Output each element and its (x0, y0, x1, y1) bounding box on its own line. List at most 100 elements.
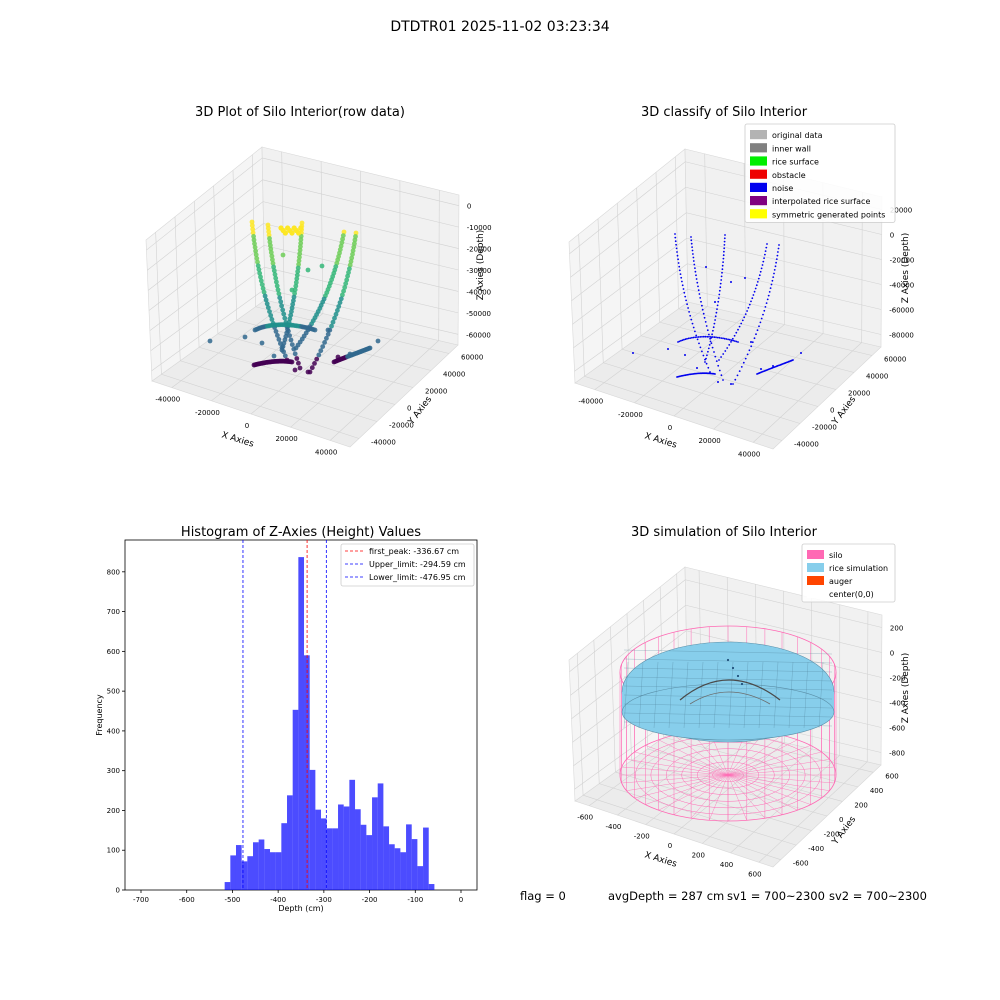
data-point (742, 361, 745, 364)
data-point (305, 369, 311, 375)
data-point (353, 230, 359, 236)
data-point (312, 361, 317, 366)
gridline (603, 362, 801, 424)
histogram-bar (372, 797, 378, 890)
legend-label: first_peak: -336.67 cm (369, 547, 459, 556)
legend-label: Upper_limit: -294.59 cm (369, 560, 466, 569)
gridline (263, 245, 459, 292)
data-point (713, 322, 716, 325)
data-point (705, 357, 707, 360)
data-point (707, 350, 709, 353)
data-point (678, 265, 681, 268)
data-point (316, 352, 322, 358)
data-point (717, 381, 719, 383)
data-point (298, 244, 303, 250)
silo-floor-spoke (727, 739, 798, 776)
histogram-bar (241, 861, 248, 890)
gridline (151, 288, 265, 372)
x-tick-label: 200 (692, 851, 705, 859)
gridline (171, 304, 285, 388)
data-point (253, 248, 258, 254)
gridline (704, 153, 708, 307)
data-point (632, 352, 634, 354)
histogram-bar (406, 824, 412, 891)
data-point (689, 314, 692, 317)
x-tick-label: -20000 (195, 409, 220, 417)
simulation-plot-title: 3D simulation of Silo Interior (631, 525, 818, 540)
data-point (692, 253, 694, 255)
gridline (678, 308, 873, 356)
classify-3d-plot: 3D classify of Silo Interior -40000 -2000… (568, 105, 914, 458)
data-point (694, 267, 696, 269)
data-point (329, 323, 334, 329)
data-point (722, 254, 725, 257)
data-point (735, 331, 738, 334)
data-point (271, 353, 277, 359)
simulation-plot-tick-labels: -600-400-2000200400600-600-400-200020040… (577, 625, 905, 879)
data-point (711, 346, 714, 349)
gridline (687, 288, 882, 335)
data-point (268, 243, 273, 248)
silo-floor-spoke (626, 774, 729, 791)
data-point (335, 354, 341, 360)
y-tick-label: 400 (870, 787, 883, 795)
gridline (263, 201, 459, 249)
histogram-reference-lines (242, 540, 327, 890)
histogram-bar (383, 826, 390, 890)
data-point (265, 305, 271, 310)
data-point (337, 300, 343, 305)
data-point (675, 243, 677, 246)
data-point (715, 336, 717, 339)
data-point (694, 336, 697, 339)
data-point (714, 373, 716, 375)
data-point (800, 352, 802, 354)
histogram-bar (338, 804, 344, 890)
histogram-bar (298, 557, 305, 890)
z-tick-label: -20000 (467, 246, 492, 254)
surface-mesh-line (713, 661, 719, 729)
data-point (746, 353, 749, 356)
gridline (574, 289, 688, 372)
data-point (719, 282, 722, 285)
data-point (695, 278, 698, 280)
z-tick-label: -60000 (889, 307, 914, 315)
data-point (342, 285, 348, 290)
legend-swatch (750, 169, 767, 179)
figure-suptitle: DTDTR01 2025-11-02 03:23:34 (390, 19, 609, 35)
surface-mesh-line (623, 649, 833, 655)
data-point (715, 360, 718, 362)
data-point (702, 312, 705, 315)
data-point (298, 237, 304, 243)
x-tick-label: -100 (407, 896, 423, 904)
data-point (253, 252, 259, 258)
data-point (680, 276, 683, 279)
histogram-bar (423, 827, 429, 890)
silo-floor-spoke (690, 774, 729, 819)
x-tick-label: -300 (316, 896, 332, 904)
gridline (866, 611, 869, 762)
data-point (775, 258, 778, 260)
classify-plot-zlabel: Z Axies (Depth) (901, 233, 911, 304)
histogram-bar (366, 835, 373, 890)
data-point (726, 347, 729, 349)
gridline (262, 179, 459, 228)
data-point (751, 341, 754, 344)
data-point (767, 294, 770, 297)
data-point (750, 345, 753, 348)
silo-floor-spoke (727, 751, 822, 776)
data-point (322, 340, 327, 345)
data-point (708, 335, 710, 338)
y-tick-label: 0 (830, 407, 834, 415)
legend-label: silo (829, 551, 843, 560)
y-tick-label: -20000 (389, 422, 414, 430)
histogram-bar (321, 818, 327, 890)
footer-flag: flag = 0 (520, 889, 566, 903)
legend-label: noise (772, 184, 793, 193)
y-tick-label: 200 (107, 807, 120, 815)
histogram-ylabel: Frequency (95, 694, 104, 736)
data-point (298, 225, 304, 231)
y-tick-label: 20000 (848, 390, 870, 398)
footer-sv1: sv1 = 700~2300 (727, 889, 825, 903)
data-point (735, 340, 738, 343)
